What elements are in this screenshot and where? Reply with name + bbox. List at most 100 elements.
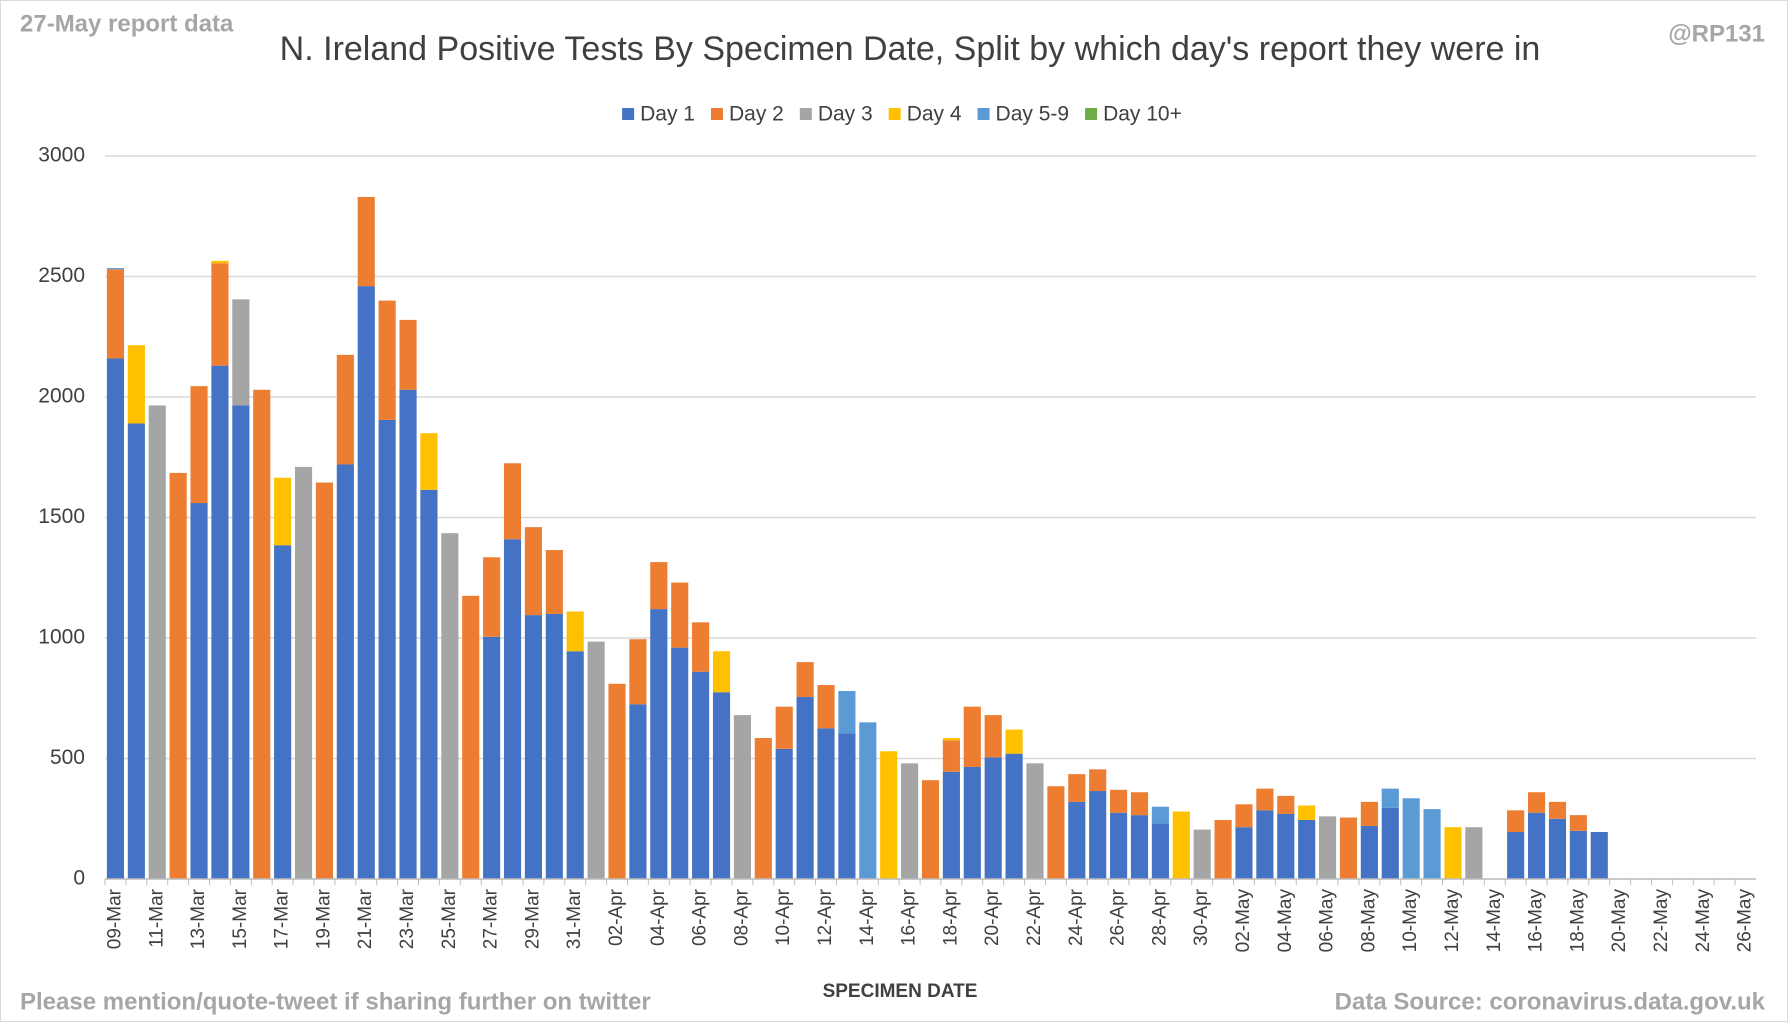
bar-segment [106, 268, 125, 270]
x-tick-label: 29-Mar [522, 888, 543, 949]
bar-segment [503, 539, 522, 879]
bar-segment [942, 740, 960, 772]
x-tick-label: 14-Apr [857, 888, 878, 946]
bar-segment [1527, 812, 1546, 879]
bar-segment [1089, 791, 1107, 879]
bar-segment [420, 433, 438, 490]
bar-segment [1298, 805, 1316, 820]
bar-segment [357, 196, 375, 287]
legend-swatch [888, 108, 901, 120]
bar-segment [859, 722, 877, 879]
x-tick-label: 13-Mar [188, 888, 209, 949]
bar-segment [357, 286, 375, 879]
bar-segment [169, 472, 187, 879]
bar-segment [1569, 815, 1587, 831]
legend-label: Day 5-9 [996, 103, 1070, 126]
bar-segment [190, 386, 208, 504]
bar-segment [921, 780, 940, 879]
bar-segment [420, 489, 438, 879]
bar-segment [1465, 827, 1483, 879]
legend-label: Day 10+ [1103, 103, 1182, 126]
bar-segment [1590, 832, 1608, 879]
bar-segment [1151, 806, 1169, 824]
bar-segment [712, 692, 731, 879]
bar-segment [838, 691, 856, 734]
bar-segment [1089, 769, 1107, 792]
bar-segment [253, 389, 271, 879]
bar-segment [1507, 810, 1525, 833]
legend-label: Day 3 [818, 103, 873, 126]
x-tick-label: 08-May [1358, 889, 1379, 953]
x-tick-label: 16-May [1526, 889, 1547, 953]
y-tick-label: 1500 [38, 505, 85, 528]
bar-segment [692, 671, 710, 879]
bar-segment [1256, 788, 1274, 811]
bar-segment [942, 738, 960, 741]
x-tick-label: 12-May [1442, 889, 1463, 953]
x-tick-label: 25-Mar [439, 888, 460, 949]
y-tick-label: 500 [50, 746, 85, 769]
bar-segment [232, 299, 250, 406]
legend-label: Day 4 [907, 103, 962, 126]
bar-segment [1214, 819, 1232, 879]
bar-segment [106, 358, 125, 879]
x-tick-label: 06-Apr [690, 888, 711, 946]
legend-swatch [1085, 108, 1098, 120]
bar-segment [587, 641, 605, 879]
x-tick-label: 24-May [1693, 889, 1714, 953]
bar-segment [1151, 823, 1169, 879]
bar-segment [629, 704, 647, 879]
bar-segment [963, 766, 981, 879]
bar-segment [1047, 786, 1065, 879]
bar-segment [1402, 798, 1420, 879]
bar-segment [545, 613, 563, 879]
x-tick-label: 26-May [1735, 889, 1756, 953]
bar-segment [1548, 818, 1567, 879]
x-tick-label: 11-Mar [146, 888, 167, 947]
x-tick-label: 15-Mar [230, 888, 251, 949]
bar-segment [1110, 812, 1128, 879]
x-tick-label: 26-Apr [1108, 888, 1129, 946]
x-tick-label: 21-Mar [355, 888, 376, 949]
x-tick-label: 10-Apr [773, 888, 794, 946]
bar-segment [692, 622, 710, 672]
x-tick-label: 23-Mar [397, 888, 418, 949]
bar-segment [942, 771, 960, 879]
bar-segment [566, 611, 584, 652]
x-tick-label: 22-May [1651, 889, 1672, 953]
bar-segment [1319, 816, 1337, 879]
footer-note: Please mention/quote-tweet if sharing fu… [20, 988, 651, 1015]
bar-segment [880, 751, 898, 879]
bar-segment [984, 757, 1002, 879]
bar-segment [106, 269, 125, 359]
y-tick-label: 2500 [38, 264, 85, 287]
x-tick-label: 20-May [1609, 889, 1630, 953]
bar-segment [232, 405, 250, 879]
y-tick-label: 2000 [38, 385, 85, 408]
x-tick-label: 09-Mar [104, 888, 125, 949]
bar-segment [1444, 827, 1462, 879]
bar-segment [1068, 801, 1086, 879]
x-tick-label: 02-Apr [606, 888, 627, 946]
bar-segment [1235, 827, 1253, 879]
bar-segment [1005, 729, 1023, 754]
bar-segment [1026, 763, 1044, 879]
bar-segment [462, 595, 480, 879]
x-tick-label: 14-May [1484, 889, 1505, 953]
bar-segment [733, 715, 751, 879]
x-tick-label: 27-Mar [481, 888, 502, 949]
y-tick-label: 1000 [38, 626, 85, 649]
x-tick-label: 04-May [1275, 889, 1296, 953]
bar-segment [1381, 807, 1399, 879]
bar-segment [796, 662, 814, 698]
x-tick-label: 04-Apr [648, 888, 669, 946]
legend-swatch [977, 108, 990, 120]
legend-swatch [622, 108, 635, 120]
bar-segment [1193, 829, 1211, 879]
x-tick-label: 30-Apr [1191, 888, 1212, 946]
bar-segment [1569, 830, 1587, 879]
bar-segment [545, 550, 563, 614]
bar-segment [712, 651, 731, 693]
legend-swatch [799, 108, 812, 120]
